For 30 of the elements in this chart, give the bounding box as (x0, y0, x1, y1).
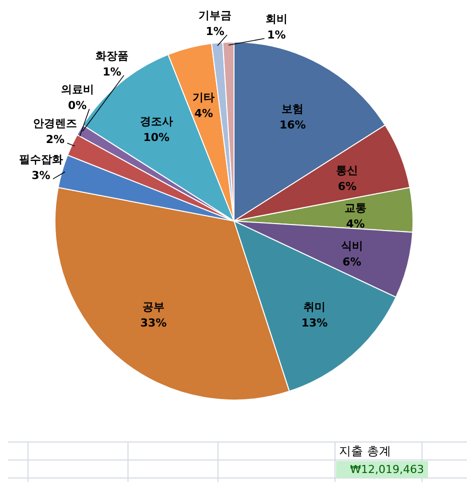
slice-label: 보험 (282, 102, 304, 116)
text: ₩12,019,463 (350, 463, 424, 476)
text: 0% (68, 99, 87, 112)
data-label: 13% (301, 316, 328, 330)
slice-label: 안경렌즈 (33, 117, 78, 130)
text: 지출 총계 (339, 444, 391, 458)
data-label: 10% (143, 131, 170, 144)
data-label: 4% (194, 107, 214, 120)
slice-label: 기타 (192, 91, 215, 104)
data-label: 2% (46, 133, 65, 146)
slice-label: 회비 (265, 12, 288, 26)
slice-label: 식비 (340, 239, 363, 252)
data-label: 3% (32, 168, 50, 182)
data-label: 6% (342, 255, 362, 268)
slice-label: 필수잡화 (18, 152, 63, 166)
data-label: 1% (267, 28, 286, 42)
data-label: 4% (346, 217, 365, 230)
data-label: 33% (140, 316, 167, 330)
slice-label: 교통 (344, 201, 366, 214)
slice-label: 통신 (336, 164, 358, 178)
slice-label: 공부 (142, 300, 165, 314)
slice-label: 경조사 (140, 115, 173, 128)
data-label: 1% (102, 65, 122, 78)
slice-label: 기부금 (198, 8, 232, 22)
slice-label: 화장품 (95, 49, 128, 62)
data-label: 6% (338, 180, 357, 194)
data-label: 1% (206, 24, 224, 38)
slice-label: 취미 (303, 300, 326, 314)
data-label: 16% (279, 118, 306, 132)
category-label: 의료비 (60, 83, 94, 96)
